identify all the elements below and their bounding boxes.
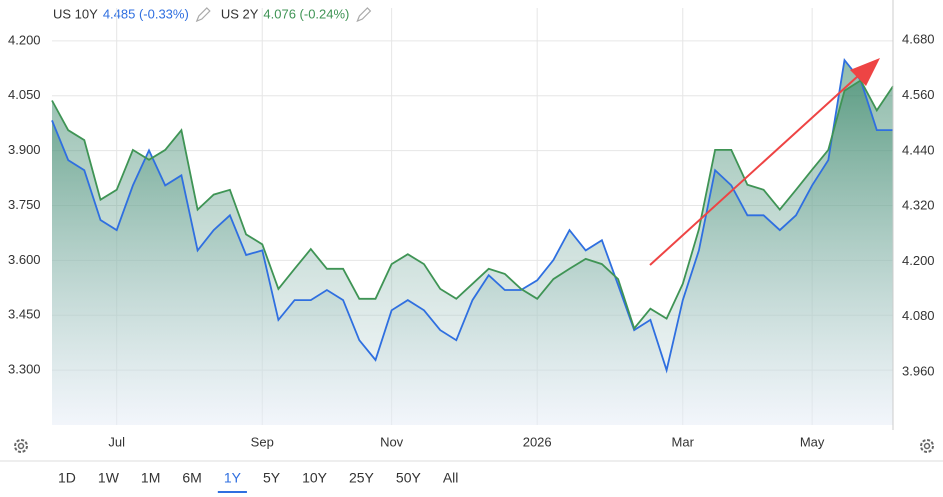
y-tick-label: 3.300	[8, 362, 41, 377]
range-button[interactable]: 1D	[58, 470, 76, 486]
y2-tick-label: 4.200	[902, 253, 935, 268]
range-button[interactable]: 5Y	[263, 470, 281, 486]
x-tick-label: Mar	[672, 434, 695, 449]
legend: US 10Y 4.485 (-0.33%) US 2Y 4.076 (-0.24%)	[53, 6, 372, 23]
legend-name: US 10Y	[53, 6, 98, 21]
range-buttons: 1D 1W 1M 6M 1Y 5Y 10Y 25Y 50Y All	[58, 470, 459, 493]
range-button[interactable]: 1Y	[224, 470, 242, 486]
x-tick-label: Sep	[251, 434, 274, 449]
x-tick-label: Nov	[380, 434, 404, 449]
legend-value: 4.076 (-0.24%)	[263, 6, 349, 21]
y-tick-label: 3.450	[8, 307, 41, 322]
settings-icon[interactable]	[14, 439, 28, 453]
y-tick-label: 3.600	[8, 252, 41, 267]
series-area	[52, 80, 893, 426]
range-button[interactable]: 6M	[182, 470, 201, 486]
legend-name: US 2Y	[221, 6, 259, 21]
y-tick-label: 3.900	[8, 142, 41, 157]
y-tick-label: 4.200	[8, 32, 41, 47]
legend-value: 4.485 (-0.33%)	[103, 6, 189, 21]
range-button[interactable]: 10Y	[302, 470, 328, 486]
x-tick-label: 2026	[523, 434, 552, 449]
y-tick-label: 4.050	[8, 87, 41, 102]
annotation-arrow	[649, 75, 859, 266]
y2-tick-label: 4.440	[902, 142, 935, 157]
range-button[interactable]: 25Y	[349, 470, 375, 486]
series-line	[51, 79, 894, 331]
x-tick-label: May	[800, 434, 825, 449]
range-button[interactable]: 1W	[98, 470, 120, 486]
y2-tick-label: 4.560	[902, 87, 935, 102]
plot-area: 3.300 3.450 3.600 3.750 3.900 4.050 4.200 3.960…	[8, 8, 935, 449]
x-tick-label: Jul	[108, 434, 125, 449]
arrow-head	[850, 58, 880, 86]
y2-tick-label: 4.320	[902, 198, 935, 213]
range-button[interactable]: 1M	[141, 470, 160, 486]
range-button[interactable]: All	[443, 470, 459, 486]
y-tick-label: 3.750	[8, 197, 41, 212]
y2-tick-label: 3.960	[902, 363, 935, 378]
y2-tick-label: 4.080	[902, 308, 935, 323]
edit-icon[interactable]	[356, 7, 372, 23]
edit-icon[interactable]	[195, 7, 211, 23]
settings-icon[interactable]	[920, 439, 934, 453]
y2-tick-label: 4.680	[902, 32, 935, 47]
series-line	[51, 57, 893, 374]
range-button[interactable]: 50Y	[396, 470, 422, 486]
